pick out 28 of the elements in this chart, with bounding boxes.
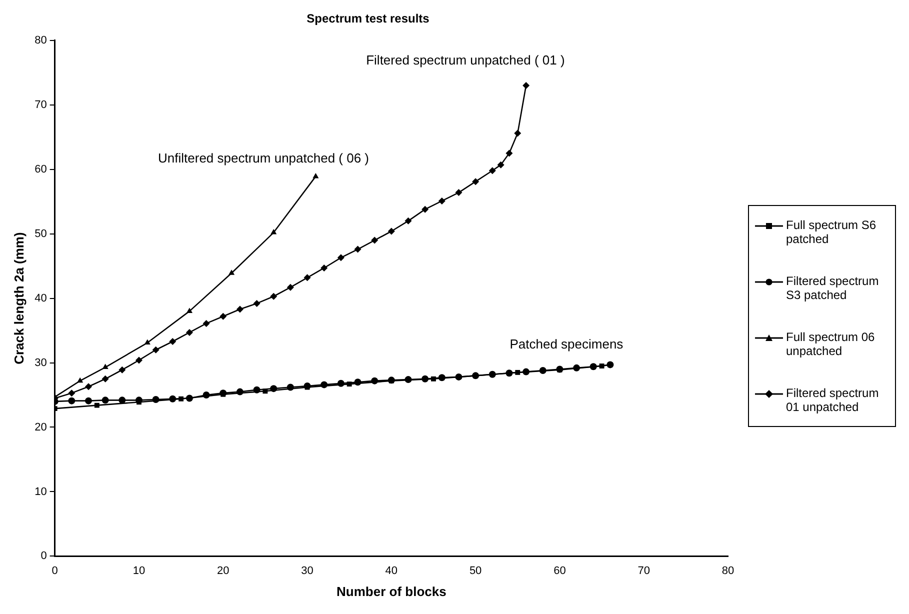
- legend-label: Full spectrum 06 unpatched: [786, 330, 876, 358]
- y-tick-label: 60: [34, 163, 47, 176]
- y-tick-label: 50: [34, 228, 47, 240]
- y-tick-label: 0: [40, 550, 47, 562]
- legend-label: Full spectrum S6 patched: [786, 218, 878, 246]
- x-axis-title: Number of blocks: [336, 584, 446, 599]
- legend-label: Filtered spectrum 01 unpatched: [786, 386, 880, 414]
- y-tick-label: 80: [34, 34, 47, 46]
- x-tick-label: 10: [132, 564, 146, 577]
- annotation: Filtered spectrum unpatched ( 01 ): [366, 52, 565, 68]
- y-tick-label: 40: [34, 292, 47, 304]
- x-tick-label: 0: [52, 564, 58, 577]
- x-tick-label: 80: [722, 564, 734, 577]
- x-tick-label: 20: [217, 564, 230, 577]
- y-tick-label: 30: [34, 356, 47, 369]
- y-tick-label: 10: [34, 486, 47, 498]
- y-tick-label: 70: [34, 98, 47, 111]
- x-tick-label: 40: [385, 564, 398, 577]
- y-axis-title: Crack length 2a (mm): [11, 232, 26, 364]
- x-tick-label: 50: [469, 564, 482, 577]
- chart-title: Spectrum test results: [306, 12, 430, 26]
- x-tick-label: 70: [638, 564, 650, 577]
- x-tick-label: 60: [554, 564, 566, 577]
- annotation: Unfiltered spectrum unpatched ( 06 ): [158, 150, 370, 166]
- y-tick-label: 20: [34, 421, 47, 434]
- legend-label: Filtered spectrum S3 patched: [786, 274, 880, 302]
- annotation: Patched specimens: [510, 336, 624, 352]
- x-tick-label: 30: [301, 564, 314, 577]
